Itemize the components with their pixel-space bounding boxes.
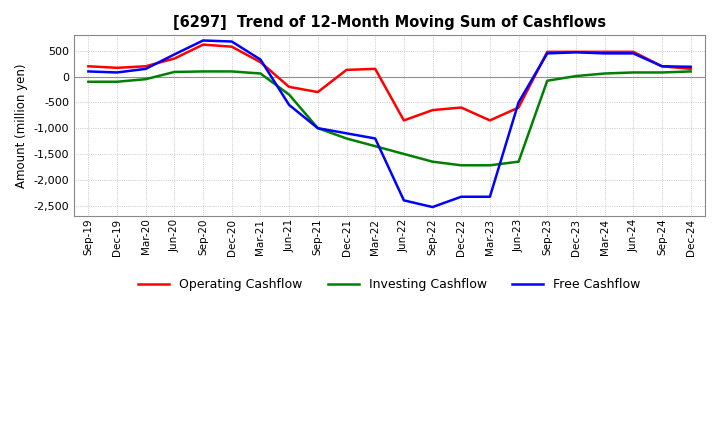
- Operating Cashflow: [141, 64, 150, 69]
- Operating Cashflow: [113, 65, 122, 70]
- Line: Free Cashflow: Free Cashflow: [89, 40, 690, 207]
- Operating Cashflow: [457, 105, 466, 110]
- Investing Cashflow: [371, 143, 379, 149]
- Legend: Operating Cashflow, Investing Cashflow, Free Cashflow: Operating Cashflow, Investing Cashflow, …: [133, 273, 646, 296]
- Investing Cashflow: [400, 151, 408, 157]
- Operating Cashflow: [199, 42, 207, 47]
- Investing Cashflow: [657, 70, 666, 75]
- Investing Cashflow: [428, 159, 437, 164]
- Operating Cashflow: [543, 49, 552, 55]
- Investing Cashflow: [113, 79, 122, 84]
- Free Cashflow: [228, 39, 236, 44]
- Line: Investing Cashflow: Investing Cashflow: [89, 71, 690, 165]
- Operating Cashflow: [514, 105, 523, 110]
- Y-axis label: Amount (million yen): Amount (million yen): [15, 63, 28, 188]
- Investing Cashflow: [228, 69, 236, 74]
- Operating Cashflow: [170, 56, 179, 61]
- Free Cashflow: [485, 194, 494, 199]
- Operating Cashflow: [285, 84, 294, 90]
- Investing Cashflow: [313, 125, 322, 131]
- Investing Cashflow: [256, 71, 265, 76]
- Free Cashflow: [199, 38, 207, 43]
- Investing Cashflow: [514, 159, 523, 164]
- Investing Cashflow: [457, 163, 466, 168]
- Investing Cashflow: [686, 69, 695, 74]
- Free Cashflow: [457, 194, 466, 199]
- Free Cashflow: [543, 51, 552, 56]
- Operating Cashflow: [600, 49, 609, 55]
- Free Cashflow: [514, 100, 523, 105]
- Free Cashflow: [400, 198, 408, 203]
- Operating Cashflow: [256, 59, 265, 65]
- Operating Cashflow: [84, 64, 93, 69]
- Operating Cashflow: [686, 66, 695, 71]
- Operating Cashflow: [572, 49, 580, 55]
- Investing Cashflow: [543, 78, 552, 83]
- Operating Cashflow: [371, 66, 379, 71]
- Free Cashflow: [657, 64, 666, 69]
- Free Cashflow: [170, 52, 179, 57]
- Title: [6297]  Trend of 12-Month Moving Sum of Cashflows: [6297] Trend of 12-Month Moving Sum of C…: [173, 15, 606, 30]
- Line: Operating Cashflow: Operating Cashflow: [89, 44, 690, 121]
- Operating Cashflow: [228, 44, 236, 49]
- Free Cashflow: [256, 57, 265, 62]
- Free Cashflow: [428, 205, 437, 210]
- Free Cashflow: [600, 51, 609, 56]
- Free Cashflow: [285, 103, 294, 108]
- Operating Cashflow: [629, 49, 638, 55]
- Investing Cashflow: [285, 92, 294, 97]
- Free Cashflow: [371, 136, 379, 141]
- Operating Cashflow: [400, 118, 408, 123]
- Operating Cashflow: [342, 67, 351, 73]
- Operating Cashflow: [428, 107, 437, 113]
- Operating Cashflow: [657, 64, 666, 69]
- Investing Cashflow: [572, 73, 580, 79]
- Free Cashflow: [113, 70, 122, 75]
- Investing Cashflow: [342, 136, 351, 141]
- Investing Cashflow: [485, 163, 494, 168]
- Operating Cashflow: [485, 118, 494, 123]
- Investing Cashflow: [170, 70, 179, 75]
- Free Cashflow: [84, 69, 93, 74]
- Operating Cashflow: [313, 89, 322, 95]
- Investing Cashflow: [600, 71, 609, 76]
- Free Cashflow: [629, 51, 638, 56]
- Investing Cashflow: [629, 70, 638, 75]
- Free Cashflow: [572, 50, 580, 55]
- Investing Cashflow: [199, 69, 207, 74]
- Free Cashflow: [141, 66, 150, 71]
- Free Cashflow: [686, 64, 695, 70]
- Free Cashflow: [313, 125, 322, 131]
- Investing Cashflow: [141, 77, 150, 82]
- Investing Cashflow: [84, 79, 93, 84]
- Free Cashflow: [342, 131, 351, 136]
